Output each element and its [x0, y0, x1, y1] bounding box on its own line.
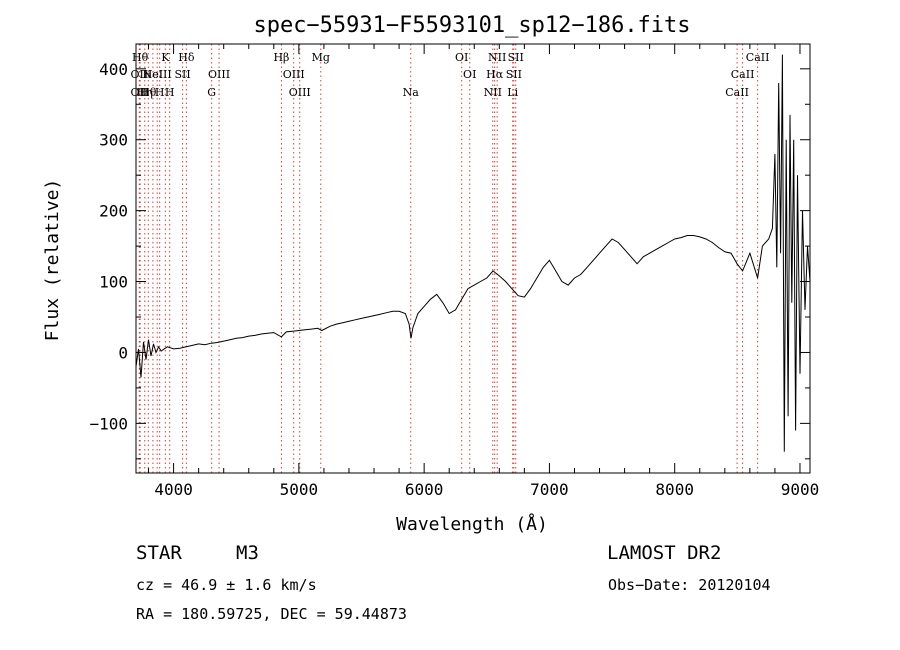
y-tick-label: 0	[118, 343, 128, 362]
line-marker-label: CaII	[725, 86, 749, 99]
x-axis-label: Wavelength (Å)	[396, 513, 548, 535]
x-tick-label: 6000	[405, 480, 444, 499]
object-subclass: M3	[236, 542, 259, 564]
line-label-group: HθOIIOIIHηHθHeINeIIIHKHSIIHδGOIIIHβOIIIO…	[131, 51, 770, 99]
object-type: STAR	[136, 542, 182, 564]
line-marker-label: Hβ	[273, 51, 289, 64]
line-marker-label: Hθ	[132, 51, 149, 64]
line-marker-label: Hθ	[140, 86, 157, 99]
line-marker-label: OII	[131, 86, 149, 99]
line-marker-label: CaII	[731, 68, 755, 81]
line-marker-label: H	[165, 86, 175, 99]
y-tick-label: 300	[99, 131, 128, 150]
y-tick-label: 400	[99, 60, 128, 79]
line-marker-label: NeIII	[143, 68, 172, 81]
survey-name: LAMOST DR2	[607, 542, 722, 564]
x-tick-label: 8000	[655, 480, 694, 499]
line-marker-label: CaII	[746, 51, 770, 64]
line-marker-label: SII	[174, 68, 190, 81]
y-axis-label: Flux (relative)	[42, 179, 63, 342]
line-marker-label: OIII	[208, 68, 230, 81]
line-marker-label: Li	[507, 86, 518, 99]
coordinates: RA = 180.59725, DEC = 59.44873	[136, 605, 407, 623]
line-marker-label: Na	[403, 86, 420, 99]
y-axis: −100 0 100 200 300 400	[89, 60, 810, 460]
x-tick-label: 7000	[530, 480, 569, 499]
line-marker-label: Hδ	[178, 51, 195, 64]
observation-date: Obs−Date: 20120104	[608, 576, 771, 594]
line-marker-label: SII	[506, 68, 522, 81]
line-marker-label: Hα	[486, 68, 504, 81]
line-marker-label: H	[155, 86, 165, 99]
line-marker-label: K	[161, 51, 170, 64]
line-marker-label: OIII	[289, 86, 311, 99]
line-marker-label: OI	[455, 51, 468, 64]
spectrum-line	[135, 54, 811, 452]
x-tick-label: 4000	[154, 480, 193, 499]
y-tick-label: −100	[89, 414, 128, 433]
line-marker-label: OIII	[283, 68, 305, 81]
y-tick-label: 100	[99, 273, 128, 292]
x-tick-label: 9000	[781, 480, 820, 499]
line-marker-label: HeI	[143, 68, 163, 81]
line-marker-label: G	[207, 86, 216, 99]
line-marker-label: NII	[488, 51, 506, 64]
redshift-velocity: cz = 46.9 ± 1.6 km/s	[136, 576, 317, 594]
x-axis: 4000 5000 6000 7000 8000 9000	[148, 44, 820, 499]
y-tick-label: 200	[99, 202, 128, 221]
line-marker-label: SII	[508, 51, 524, 64]
plot-frame	[135, 43, 811, 474]
chart-title: spec−55931−F5593101_sp12−186.fits	[253, 13, 690, 38]
line-marker-group	[138, 44, 759, 473]
line-marker-label: OI	[463, 68, 476, 81]
line-marker-label: Hη	[137, 86, 153, 99]
line-marker-label: Mg	[312, 51, 330, 64]
x-tick-label: 5000	[280, 480, 319, 499]
line-marker-label: NII	[484, 86, 502, 99]
line-marker-label: OII	[131, 68, 149, 81]
